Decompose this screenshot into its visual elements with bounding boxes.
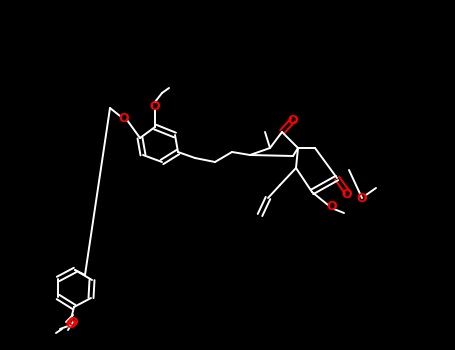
Text: O: O: [119, 112, 129, 125]
Text: O: O: [68, 315, 78, 329]
Text: O: O: [342, 189, 352, 202]
Text: O: O: [288, 113, 298, 126]
Text: O: O: [150, 99, 160, 112]
Text: O: O: [357, 191, 367, 204]
Text: O: O: [327, 201, 337, 214]
Text: O: O: [66, 318, 76, 331]
